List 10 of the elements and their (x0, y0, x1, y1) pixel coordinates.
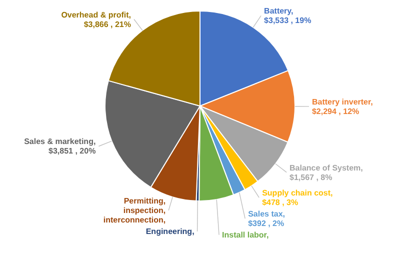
slice-label: Overhead & profit, $3,866 , 21% (61, 10, 131, 29)
slice-label: Battery inverter, $2,294 , 12% (312, 97, 373, 116)
slice-label: Supply chain cost, $478 , 3% (262, 188, 333, 208)
slice-label: Sales tax, $392 , 2% (248, 210, 286, 228)
slice-label: Permitting, inspection, interconnection, (103, 196, 166, 225)
slice-label: Sales & marketing, $3,851 , 20% (24, 137, 96, 156)
slice-label: Engineering, (146, 227, 194, 236)
slice-label: Balance of System, $1,567 , 8% (290, 163, 363, 182)
slice-label: Install labor, (222, 230, 269, 240)
slice-label: Battery, $3,533 , 19% (264, 6, 312, 26)
